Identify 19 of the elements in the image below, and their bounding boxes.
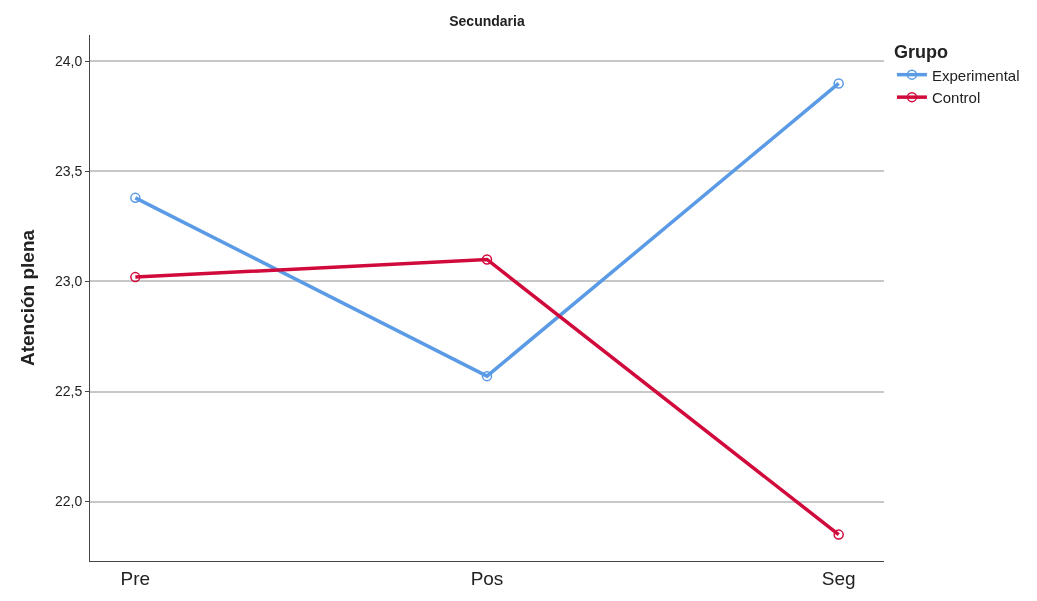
y-tick-label: 23,5 <box>54 163 83 180</box>
x-tick-label: Pos <box>470 567 504 589</box>
point <box>481 254 493 265</box>
point <box>833 529 844 540</box>
y-tick-label: 23,0 <box>54 273 83 290</box>
y-tick-label: 22,5 <box>54 383 83 400</box>
point <box>481 370 493 382</box>
point <box>833 78 844 89</box>
x-tick-label: Seg <box>821 567 856 589</box>
legend-title: Grupo <box>893 42 948 63</box>
point <box>130 192 141 204</box>
chart-title: Secundaria <box>449 12 525 29</box>
legend-label: Experimental <box>931 66 1020 84</box>
x-tick-label: Pre <box>120 567 151 589</box>
y-axis-title: Atención plena <box>16 229 38 367</box>
point <box>130 271 141 283</box>
y-tick-label: 22,0 <box>54 493 83 510</box>
y-tick-label: 24,0 <box>54 53 83 70</box>
legend-label: Control <box>931 89 981 106</box>
